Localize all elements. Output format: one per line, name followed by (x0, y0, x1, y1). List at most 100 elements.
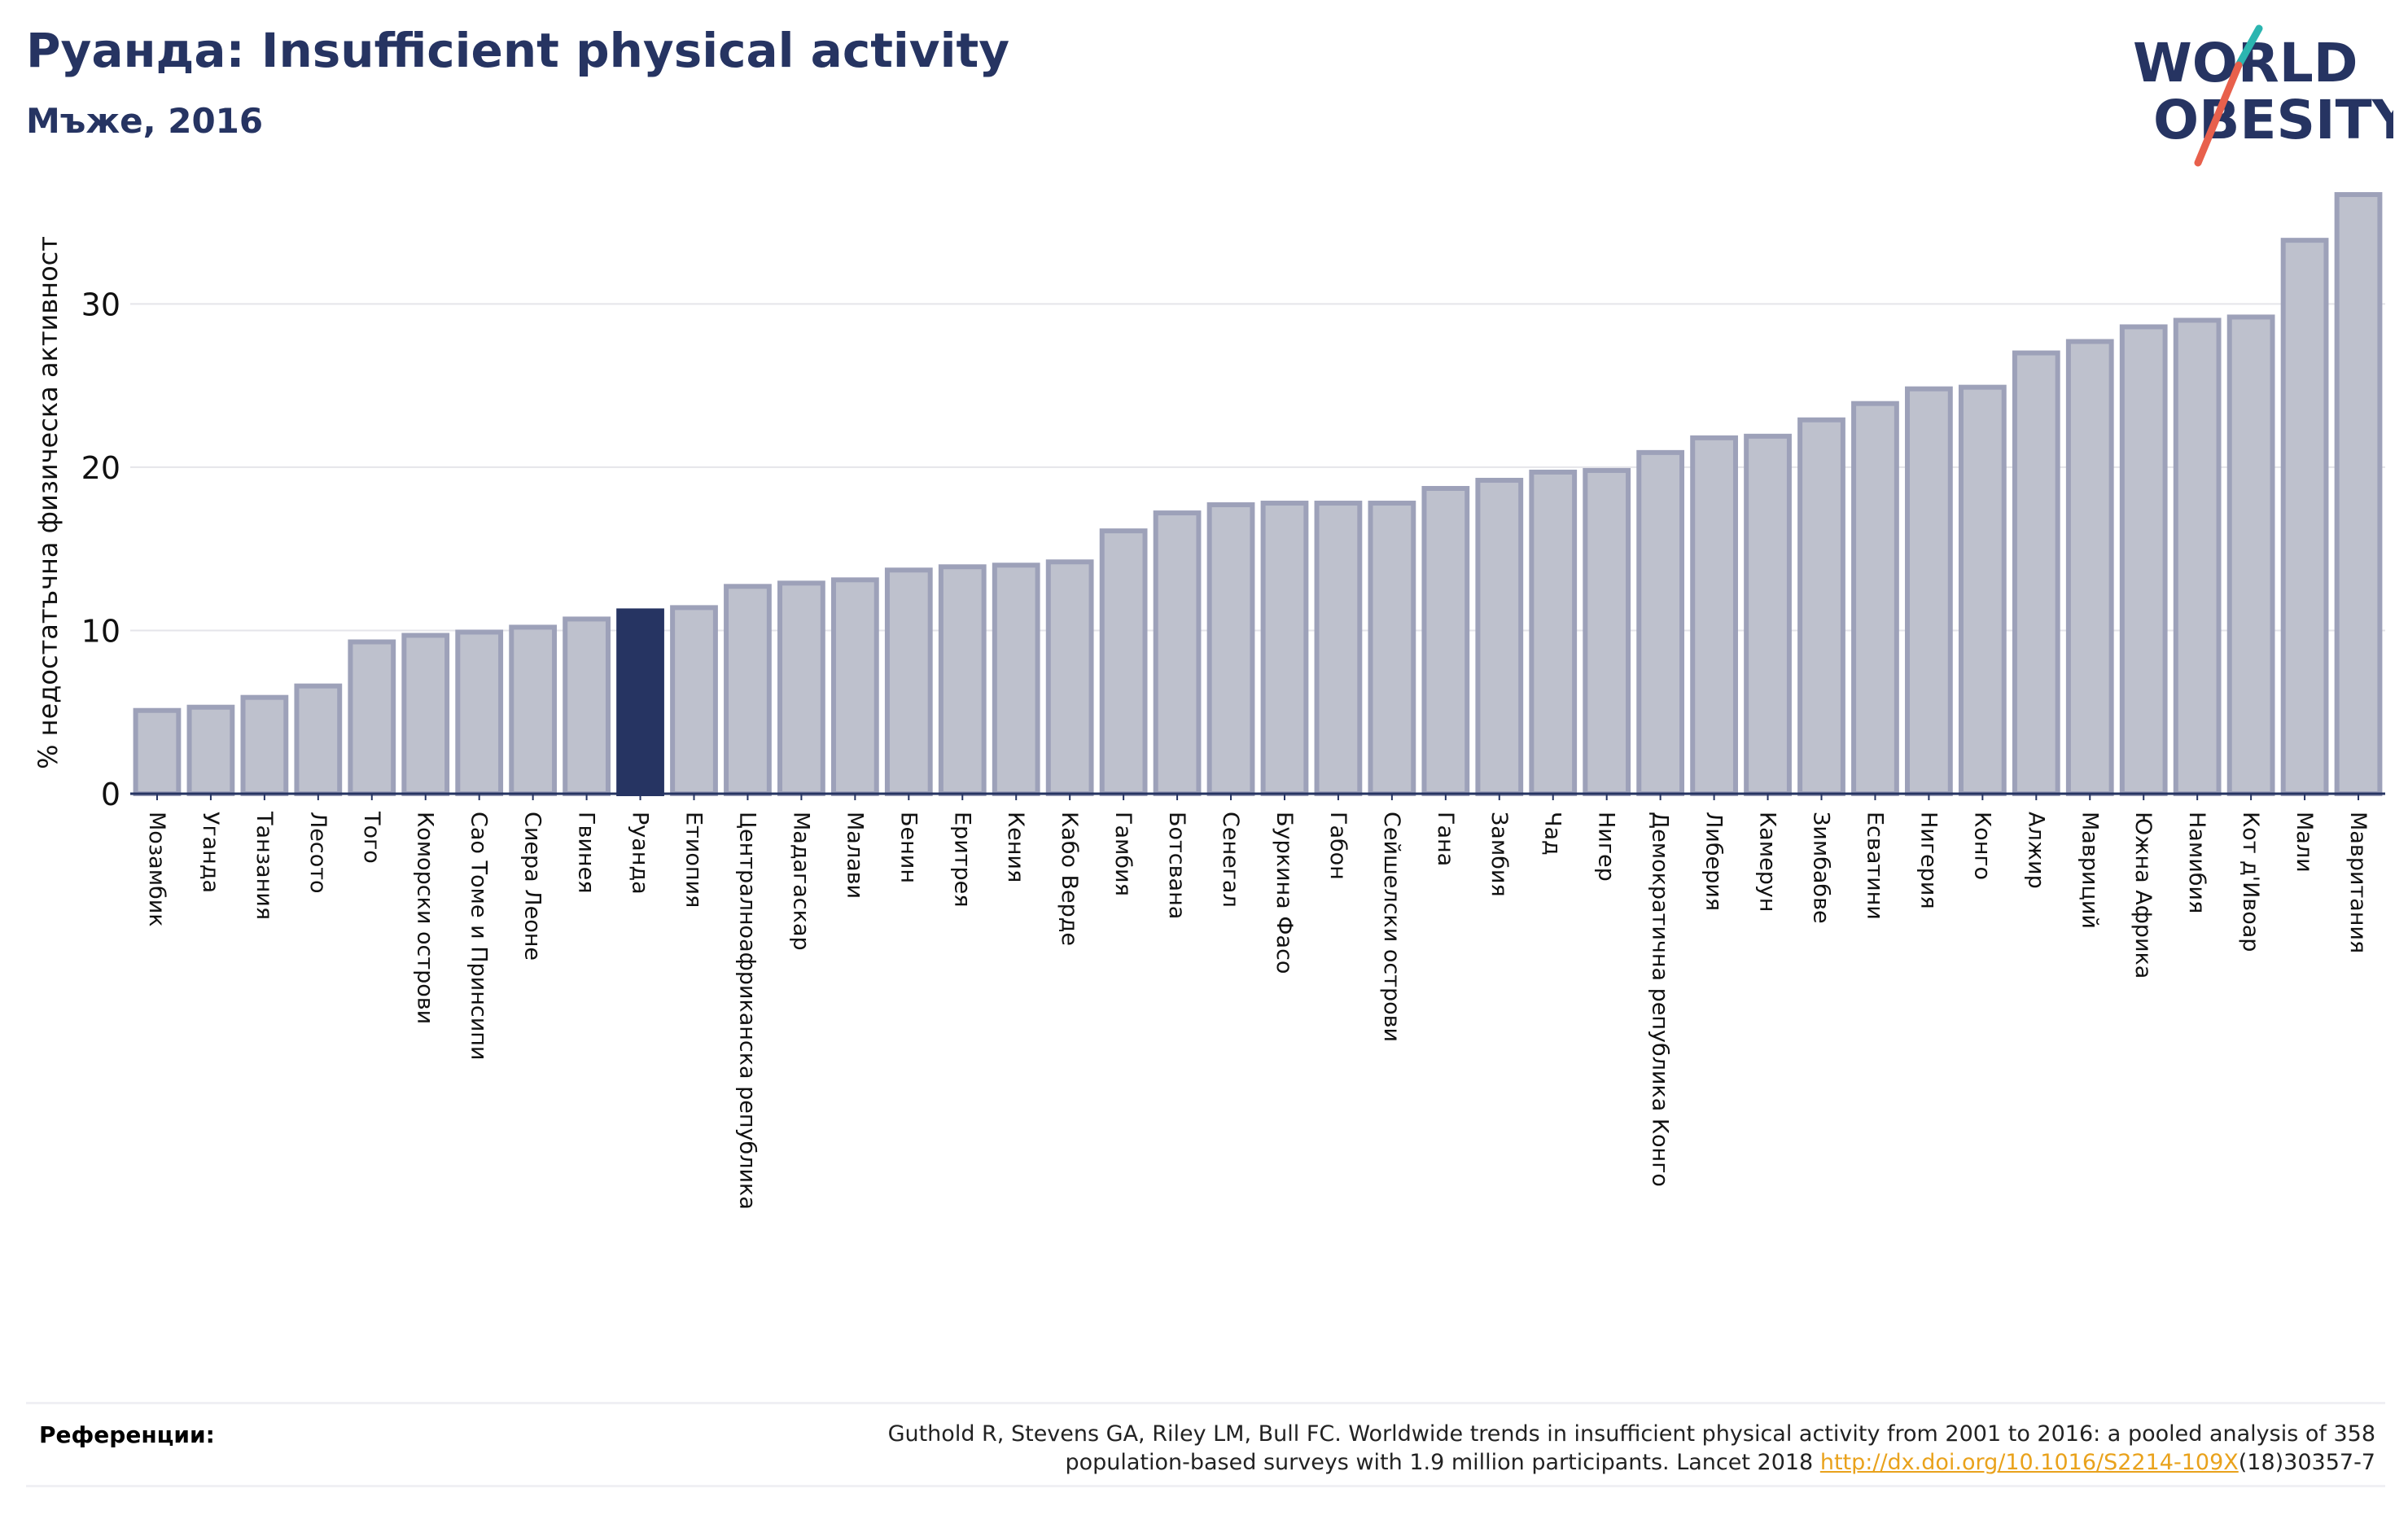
x-tick-label: Централноафриканска република (734, 812, 760, 1210)
x-tick-label: Замбия (1486, 812, 1512, 897)
bar (1368, 501, 1416, 796)
bar (2334, 192, 2383, 796)
x-tick-label: Танзания (252, 811, 277, 920)
bar (1421, 485, 1470, 796)
bar (884, 567, 933, 796)
x-tick-label: Уганда (198, 812, 223, 893)
x-tick-label: Есватини (1862, 812, 1887, 920)
bar (348, 639, 396, 797)
references-label: Референции: (39, 1421, 215, 1448)
x-tick-label: Кабо Верде (1057, 812, 1082, 946)
x-tick-label: Мозамбик (144, 812, 169, 927)
x-tick-label: Чад (1540, 812, 1565, 856)
bar (1851, 401, 1899, 796)
x-tick-label: Намибия (2184, 812, 2209, 913)
bar (616, 608, 664, 796)
bar (2065, 339, 2114, 797)
x-tick-label: Ботсвана (1164, 812, 1189, 919)
references-bottom-rule (26, 1485, 2385, 1487)
references-line-2-suffix: (18)30357-7 (2238, 1450, 2375, 1475)
doi-link[interactable]: http://dx.doi.org/10.1016/S2214-109X (1819, 1450, 2239, 1475)
bar (563, 616, 611, 797)
y-tick-label: 30 (81, 287, 120, 322)
x-tick-label: Буркина Фасо (1272, 812, 1297, 974)
bar (2173, 317, 2222, 796)
x-tick-label: Етиопия (681, 812, 707, 908)
bar (1958, 384, 2007, 796)
x-tick-label: Зимбабве (1809, 812, 1834, 924)
chart-subtitle: Мъже, 2016 (26, 101, 264, 141)
x-tick-label: Того (359, 811, 384, 864)
x-tick-label: Мали (2292, 812, 2317, 873)
bar (509, 624, 558, 797)
bar (938, 564, 987, 796)
bar (670, 605, 718, 796)
bar (1583, 467, 1631, 797)
x-tick-label: Бенин (895, 812, 921, 883)
bar (1153, 510, 1202, 796)
logo-slash-teal (2235, 24, 2263, 69)
x-tick-label: Сейшелски острови (1379, 812, 1404, 1042)
x-tick-label: Мавриций (2077, 812, 2102, 929)
bar (401, 633, 450, 796)
x-tick-label: Мавритания (2345, 812, 2371, 953)
bar (455, 629, 504, 796)
y-tick-label: 20 (81, 450, 120, 486)
world-obesity-logo: WORLD OBESITY (2133, 24, 2393, 167)
bar (2226, 314, 2275, 796)
x-tick-label: Сао Томе и Принсипи (466, 812, 492, 1060)
bar (1905, 386, 1953, 796)
bar (2012, 350, 2060, 796)
bar (1206, 502, 1255, 796)
bar-chart: 0 10 20 30 % недостатъчна физическа активнос… (33, 192, 2385, 1210)
logo-slash-red (2194, 61, 2243, 167)
references-text: Guthold R, Stevens GA, Riley LM, Bull FC… (747, 1420, 2375, 1477)
x-tick-label: Габон (1325, 812, 1351, 880)
bar (777, 580, 825, 796)
x-tick-label: Нигер (1594, 812, 1619, 882)
x-tick-label: Руанда (628, 812, 653, 895)
references-line-2: population-based surveys with 1.9 millio… (747, 1448, 2375, 1477)
x-tick-label: Еритрея (949, 812, 974, 907)
x-tick-label: Мадагаскар (788, 812, 813, 951)
bar (133, 707, 182, 796)
x-tick-label: Лесото (305, 812, 331, 894)
x-tick-label: Южна Африка (2130, 812, 2156, 979)
logo-text-obesity: OBESITY (2153, 89, 2393, 151)
bar (1260, 501, 1309, 796)
x-tick-label: Кения (1003, 812, 1028, 882)
y-tick-label: 0 (101, 777, 120, 812)
x-tick-label: Камерун (1755, 812, 1780, 912)
bar (1475, 477, 1524, 796)
x-tick-label: Гамбия (1110, 812, 1136, 896)
bar (1797, 417, 1845, 796)
x-tick-label: Конго (1969, 812, 1994, 880)
logo-text-world: WORLD (2133, 32, 2358, 94)
x-tick-label: Гвинея (574, 812, 599, 893)
x-tick-label: Гана (1433, 812, 1458, 866)
x-tick-label: Демократична република Конго (1648, 812, 1673, 1187)
bar (1636, 449, 1685, 797)
bar (992, 563, 1040, 796)
x-tick-label: Алжир (2023, 812, 2048, 889)
references-top-rule (26, 1402, 2385, 1404)
x-tick-label: Малави (842, 812, 867, 899)
bar (2280, 238, 2329, 797)
bar (1529, 469, 1578, 796)
bar (2119, 324, 2168, 796)
bar (1744, 433, 1792, 796)
y-tick-label: 10 (81, 613, 120, 649)
bar (1314, 501, 1363, 796)
x-tick-label: Кот д'Ивоар (2238, 812, 2263, 952)
bar (830, 577, 879, 796)
x-tick-label: Сиера Леоне (520, 812, 545, 961)
x-tick-label: Либерия (1701, 812, 1727, 911)
bar (1045, 559, 1094, 796)
x-tick-label: Сенегал (1218, 812, 1243, 908)
chart-title: Руанда: Insufficient physical activity (26, 23, 1010, 78)
bar (1690, 435, 1738, 796)
bar (1099, 528, 1148, 796)
references-line-2-prefix: population-based surveys with 1.9 millio… (1065, 1450, 1820, 1475)
x-tick-label: Нигерия (1915, 812, 1941, 909)
x-tick-label: Коморски острови (413, 812, 438, 1024)
